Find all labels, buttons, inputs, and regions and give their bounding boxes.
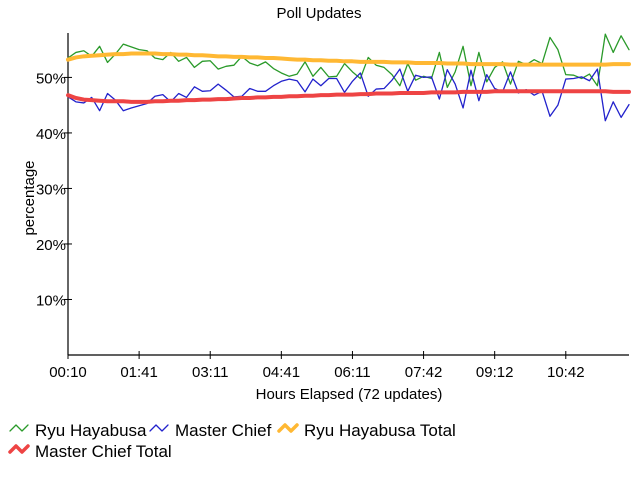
y-axis-label: percentage: [21, 160, 38, 235]
y-tick-label: 20%: [36, 237, 66, 254]
series-line-2: [66, 51, 631, 67]
x-tick-label: 03:11: [192, 364, 228, 381]
x-tick-label: 07:42: [405, 364, 443, 381]
y-tick-label: 30%: [36, 181, 66, 198]
series-line-1: [67, 68, 630, 122]
chart-title: Poll Updates: [276, 5, 361, 22]
x-tick-label: 00:10: [49, 364, 87, 381]
legend-swatch-0: [9, 424, 29, 432]
legend-label-0: Ryu Hayabusa: [35, 421, 147, 440]
axes: [67, 33, 629, 356]
y-tick-label: 10%: [36, 292, 66, 309]
y-tick-label: 40%: [36, 126, 66, 143]
legend-swatch-1: [149, 424, 169, 432]
legend-swatch-3: [8, 444, 30, 454]
series-line-0: [67, 33, 630, 89]
x-tick-label: 04:41: [263, 364, 301, 381]
y-tick-label: 50%: [36, 70, 66, 87]
legend-label-2: Ryu Hayabusa Total: [304, 421, 456, 440]
legend: Ryu Hayabusa Master Chief Ryu Hayabusa Tot…: [8, 421, 456, 461]
x-tick-label: 06:11: [334, 364, 370, 381]
legend-label-1: Master Chief: [175, 421, 272, 440]
series-lines: [66, 33, 631, 122]
x-axis-label: Hours Elapsed (72 updates): [256, 386, 443, 403]
x-tick-label: 01:41: [120, 364, 158, 381]
legend-label-3: Master Chief Total: [35, 442, 172, 461]
series-line-3: [66, 89, 631, 104]
legend-swatch-2: [277, 423, 299, 433]
x-tick-label: 10:42: [547, 364, 585, 381]
axis-ticks: 10% 20% 30% 40% 50% 00:10 01:41 03:11 04:41 06:11…: [36, 70, 585, 381]
x-tick-label: 09:12: [476, 364, 514, 381]
